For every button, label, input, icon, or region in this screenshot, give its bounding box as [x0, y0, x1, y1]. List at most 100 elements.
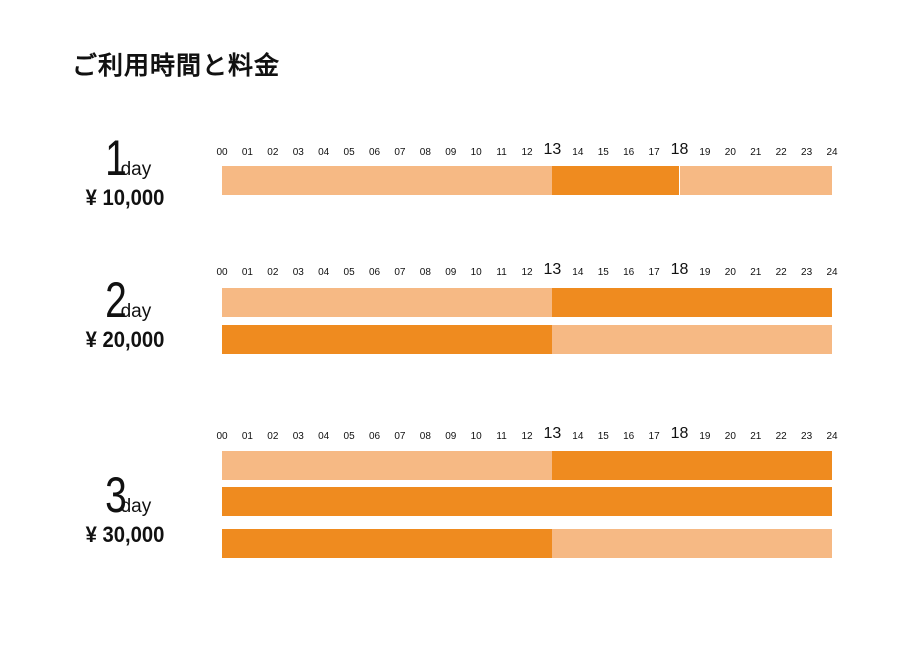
hour-tick-label: 08	[419, 267, 431, 278]
hour-tick-label: 20	[724, 147, 736, 158]
plan-label: 1day ¥ 10,000	[60, 133, 190, 211]
hour-tick-label: 14	[572, 147, 584, 158]
hour-tick-label: 23	[801, 267, 813, 278]
usage-hours-segment	[222, 529, 553, 558]
hour-tick-label: 24	[826, 267, 838, 278]
off-hours-segment	[222, 451, 553, 480]
hour-tick-label: 16	[623, 147, 635, 158]
hour-tick-label: 21	[750, 147, 762, 158]
hour-tick-label: 07	[394, 431, 406, 442]
plan-day-unit: day	[120, 496, 152, 517]
hour-tick-label: 22	[775, 147, 787, 158]
hour-tick-label: 08	[419, 147, 431, 158]
hour-tick-label: 20	[724, 431, 736, 442]
hour-tick-label: 06	[368, 431, 381, 442]
hour-tick-label: 07	[394, 147, 406, 158]
hour-tick-label: 01	[241, 267, 253, 278]
plan-day-count: 3	[104, 467, 127, 523]
usage-hours-segment	[222, 325, 553, 354]
hour-tick-label: 04	[318, 267, 330, 278]
plan-label: 3day ¥ 30,000	[60, 470, 190, 548]
hour-tick-label: 09	[445, 267, 457, 278]
hour-tick-label: 12	[521, 147, 533, 158]
hour-tick-label: 23	[801, 431, 813, 442]
hour-tick-label: 22	[775, 431, 787, 442]
hour-tick-label: 24	[826, 431, 838, 442]
plan-day-count: 1	[104, 130, 127, 186]
hour-tick-label: 09	[445, 431, 457, 442]
off-hours-segment	[552, 325, 832, 354]
hour-tick-label: 03	[292, 267, 304, 278]
page-title: ご利用時間と料金	[72, 51, 281, 80]
plan-label: 2day ¥ 20,000	[60, 275, 190, 353]
hour-tick-label: 12	[521, 431, 533, 442]
plan-price: ¥ 20,000	[85, 327, 165, 352]
hour-tick-label: 13	[543, 261, 562, 278]
usage-hours-segment	[222, 487, 832, 516]
hour-tick-label: 15	[597, 147, 609, 158]
hour-tick-label: 19	[699, 431, 711, 442]
usage-hours-segment	[552, 288, 832, 317]
hour-tick-label: 07	[394, 267, 406, 278]
plan-duration: 2day	[60, 275, 190, 325]
hour-tick-label: 03	[292, 147, 304, 158]
hour-tick-label: 05	[343, 431, 355, 442]
hour-tick-label: 13	[543, 425, 562, 442]
hour-tick-label: 02	[267, 431, 279, 442]
hour-tick-label: 05	[343, 147, 355, 158]
hour-tick-label: 04	[318, 431, 330, 442]
hour-tick-label: 15	[597, 267, 609, 278]
plan-duration: 3day	[60, 470, 190, 520]
hour-tick-label: 08	[419, 431, 431, 442]
plan-price: ¥ 30,000	[85, 522, 165, 547]
hour-tick-label: 09	[445, 147, 457, 158]
hour-tick-label: 11	[496, 431, 507, 442]
plan-duration: 1day	[60, 133, 190, 183]
hour-tick-label: 23	[801, 147, 813, 158]
hour-tick-label: 19	[699, 267, 711, 278]
hour-tick-label: 17	[648, 267, 660, 278]
hour-tick-label: 05	[343, 267, 355, 278]
hour-tick-label: 20	[724, 267, 736, 278]
plan-day-unit: day	[120, 301, 152, 322]
hour-tick-label: 21	[750, 431, 762, 442]
hour-tick-label: 12	[521, 267, 533, 278]
hour-tick-label: 14	[572, 431, 584, 442]
hour-tick-label: 15	[597, 431, 609, 442]
hour-tick-label: 22	[775, 267, 787, 278]
plan-price: ¥ 10,000	[85, 185, 165, 210]
hour-tick-label: 00	[216, 267, 228, 278]
hour-tick-label: 16	[623, 267, 635, 278]
hour-tick-label: 21	[750, 267, 762, 278]
hour-tick-label: 11	[496, 147, 507, 158]
hour-tick-label: 10	[470, 147, 482, 158]
hour-tick-label: 01	[241, 147, 253, 158]
hour-tick-label: 10	[470, 267, 482, 278]
hour-tick-label: 17	[648, 431, 660, 442]
off-hours-segment	[679, 166, 832, 195]
hour-tick-label: 01	[241, 431, 253, 442]
hour-tick-label: 24	[826, 147, 838, 158]
hour-tick-label: 18	[670, 141, 689, 158]
hour-tick-label: 06	[368, 147, 381, 158]
usage-hours-segment	[552, 166, 680, 195]
hour-tick-label: 18	[670, 261, 689, 278]
hour-tick-label: 19	[699, 147, 711, 158]
hour-tick-label: 03	[292, 431, 304, 442]
off-hours-segment	[222, 166, 553, 195]
hour-tick-label: 11	[496, 267, 507, 278]
usage-hours-segment	[552, 451, 832, 480]
hour-tick-label: 13	[543, 141, 562, 158]
plan-day-count: 2	[104, 272, 127, 328]
hour-tick-label: 06	[368, 267, 381, 278]
off-hours-segment	[222, 288, 553, 317]
hour-tick-label: 14	[572, 267, 584, 278]
plan-day-unit: day	[120, 159, 152, 180]
hour-tick-label: 04	[318, 147, 330, 158]
hour-tick-label: 10	[470, 431, 482, 442]
off-hours-segment	[552, 529, 832, 558]
hour-tick-label: 02	[267, 147, 279, 158]
hour-tick-label: 18	[670, 425, 689, 442]
hour-tick-label: 16	[623, 431, 635, 442]
hour-tick-label: 17	[648, 147, 660, 158]
